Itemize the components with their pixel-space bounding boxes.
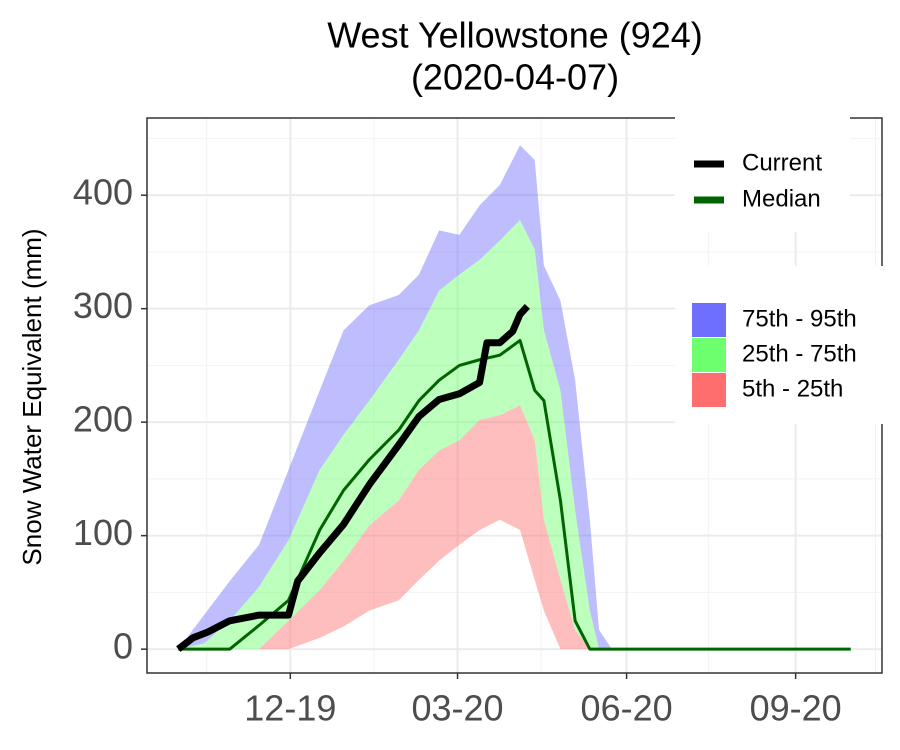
x-tick-label: 06-20 — [581, 688, 673, 729]
series-line — [176, 304, 530, 652]
percentile-band — [178, 145, 851, 650]
y-tick-label: 400 — [73, 172, 133, 213]
x-tick-label: 03-20 — [411, 688, 503, 729]
y-axis-title: Snow Water Equivalent (mm) — [17, 228, 47, 565]
y-tick-label: 300 — [73, 285, 133, 326]
legend-label: 75th - 95th — [742, 305, 857, 332]
chart-subtitle: (2020-04-07) — [411, 57, 619, 98]
legend-label: 5th - 25th — [742, 375, 843, 402]
legend-box — [675, 108, 850, 232]
y-tick-label: 0 — [113, 626, 133, 667]
y-tick-label: 200 — [73, 399, 133, 440]
chart-title: West Yellowstone (924) — [327, 15, 703, 56]
legend-label: Current — [742, 149, 822, 176]
legend-label: 25th - 75th — [742, 340, 857, 367]
legend-key — [692, 303, 726, 337]
x-tick-label: 12-19 — [244, 688, 336, 729]
legend-key — [692, 373, 726, 407]
legend-key — [692, 338, 726, 372]
legend-label: Median — [742, 185, 821, 212]
x-tick-label: 09-20 — [750, 688, 842, 729]
percentile-band — [178, 405, 851, 650]
percentile-band — [178, 220, 851, 650]
y-tick-label: 100 — [73, 512, 133, 553]
